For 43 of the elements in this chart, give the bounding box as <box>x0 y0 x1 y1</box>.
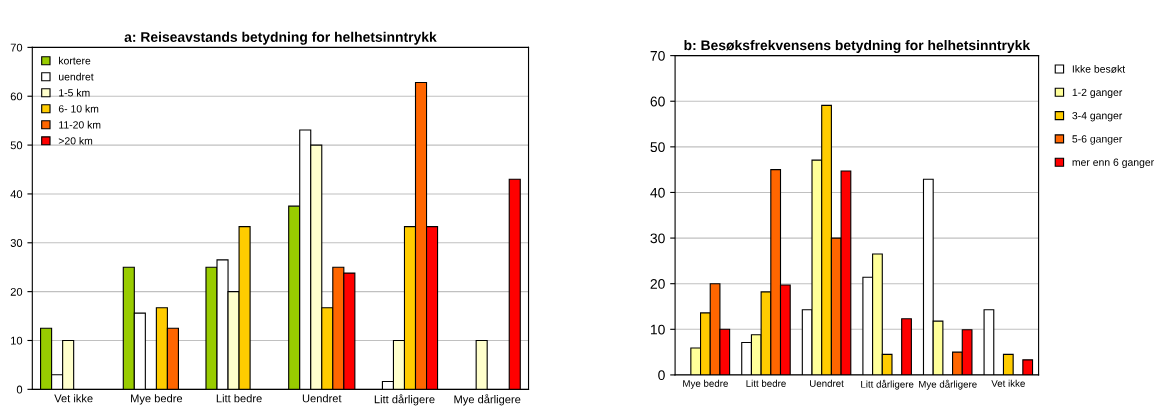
legend-label: 1-5 km <box>59 88 90 97</box>
x-tick-label: Litt bedre <box>746 379 786 387</box>
y-tick-label: 10 <box>650 324 665 335</box>
y-tick-label: 70 <box>10 43 23 52</box>
x-tick-label: Uendret <box>810 379 844 387</box>
legend-label: 5-6 ganger <box>1072 135 1123 145</box>
chart-title: a: Reiseavstands betydning for helhetsinntrykk <box>124 31 437 45</box>
x-tick-label: Litt bedre <box>216 394 262 403</box>
legend-label: kortere <box>59 56 91 65</box>
x-tick-label: Vet ikke <box>54 394 93 403</box>
legend-label: 11-20 km <box>59 120 101 129</box>
bar <box>508 178 521 390</box>
y-tick-label: 0 <box>16 385 23 394</box>
y-tick-label: 60 <box>10 92 23 101</box>
y-tick-label: 50 <box>10 141 23 150</box>
y-tick-label: 10 <box>11 336 23 345</box>
chart-title: b: Besøksfrekvensens betydning for helhetsinntrykk <box>684 40 1031 54</box>
x-tick-label: Uendret <box>302 394 342 403</box>
y-tick-label: 40 <box>10 190 23 199</box>
legend-label: >20 km <box>58 136 93 145</box>
x-tick-label: Mye dårligere <box>919 379 977 390</box>
y-tick-label: 30 <box>650 233 665 244</box>
y-tick-label: 20 <box>650 279 665 289</box>
legend-label: mer enn 6 ganger <box>1072 158 1154 168</box>
legend-label: uendret <box>59 72 94 81</box>
legend-label: 3-4 ganger <box>1072 111 1123 122</box>
y-tick-label: 60 <box>650 96 665 107</box>
y-tick-label: 30 <box>10 239 23 247</box>
legend-label: 1-2 ganger <box>1072 88 1123 99</box>
y-tick-label: 0 <box>658 370 665 381</box>
x-tick-label: Mye bedre <box>131 394 183 405</box>
legend-label: Ikke besøkt <box>1072 65 1126 73</box>
y-tick-label: 20 <box>10 287 23 296</box>
legend-label: 6- 10 km <box>58 104 99 113</box>
x-tick-label: Mye bedre <box>683 379 728 389</box>
y-tick-label: 70 <box>650 50 665 61</box>
x-tick-label: Vet ikke <box>991 379 1025 387</box>
y-tick-label: 50 <box>650 142 665 153</box>
bar <box>475 339 488 390</box>
y-tick-label: 40 <box>650 187 665 198</box>
x-tick-label: Mye dårligere <box>454 394 521 406</box>
x-tick-label: Litt dårligere <box>374 394 435 406</box>
x-tick-label: Litt dårligere <box>861 379 914 390</box>
